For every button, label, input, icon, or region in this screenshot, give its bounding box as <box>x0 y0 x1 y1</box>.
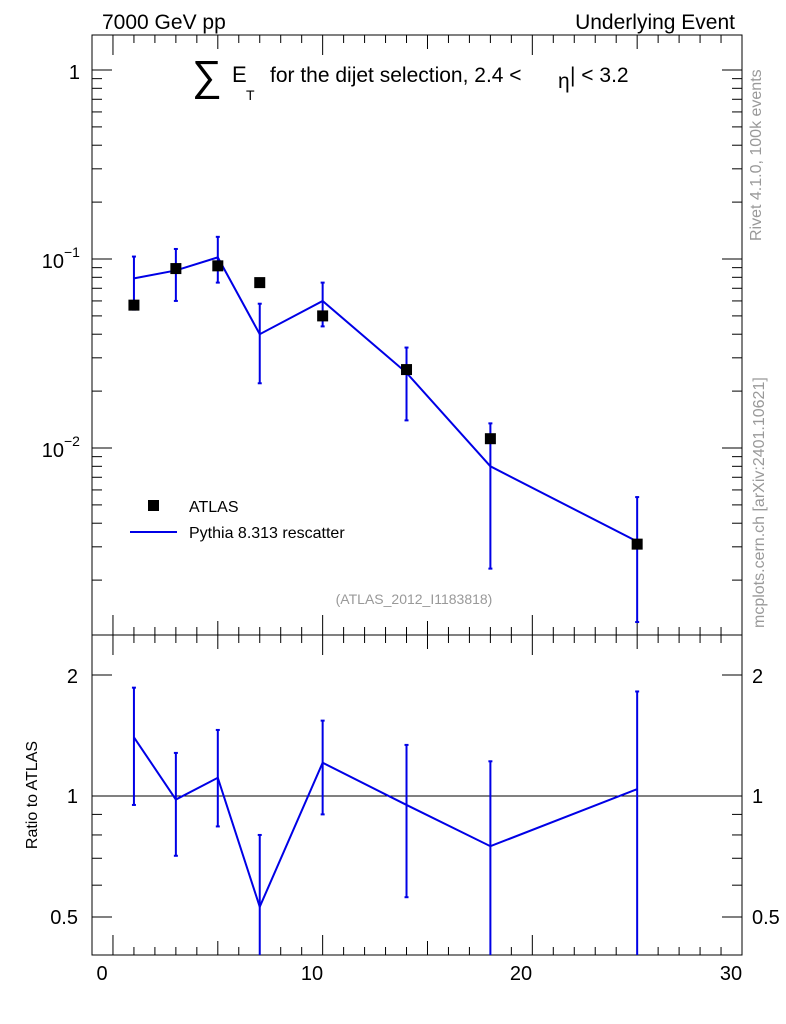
atlas-data-point <box>128 299 140 311</box>
title-e-symbol: E <box>232 62 247 87</box>
x-tick-label-0: 0 <box>96 963 107 985</box>
ratio-mc-line <box>133 736 638 910</box>
title-subscript: T <box>246 87 255 103</box>
plot-title: ∑ E T for the dijet selection, 2.4 < η |… <box>192 52 629 103</box>
ratio-tick-label-1: 1 <box>67 786 78 808</box>
title-eta-symbol: η <box>558 70 570 93</box>
main-plot-frame <box>91 34 743 636</box>
header-right-label: Underlying Event <box>575 11 735 34</box>
title-sum-symbol: ∑ <box>192 52 222 99</box>
mc-line <box>133 256 638 543</box>
atlas-series-main <box>128 260 643 550</box>
ratio-tick-label-2-right: 2 <box>752 666 763 688</box>
x-tick-label-30: 30 <box>720 963 742 985</box>
x-tick-label-20: 20 <box>510 963 532 985</box>
ratio-tick-label-2: 2 <box>67 666 78 688</box>
atlas-data-point <box>170 263 182 275</box>
ratio-y-tick-labels-left: 2 1 0.5 <box>50 666 78 929</box>
y-tick-label-0.01-exp: −2 <box>64 433 80 449</box>
legend: ATLAS Pythia 8.313 rescatter <box>130 499 345 542</box>
x-tick-labels: 0 10 20 30 <box>96 963 742 985</box>
x-tick-label-10: 10 <box>301 963 323 985</box>
rivet-version-label: Rivet 4.1.0, 100k events <box>748 69 765 241</box>
title-end-text: | < 3.2 <box>570 64 629 87</box>
y-tick-label-0.1-exp: −1 <box>64 244 80 260</box>
atlas-data-point <box>401 364 413 376</box>
main-y-axis-ticks <box>92 69 742 581</box>
y-tick-label-0.01: 10 <box>42 440 64 462</box>
legend-mc-label: Pythia 8.313 rescatter <box>189 525 345 542</box>
mc-series-ratio <box>131 686 640 955</box>
main-y-tick-labels: 1 10 −1 10 −2 <box>42 62 80 462</box>
y-tick-label-0.1: 10 <box>42 251 64 273</box>
header-left-label: 7000 GeV pp <box>102 11 226 34</box>
y-tick-label-1: 1 <box>69 62 80 84</box>
mcplots-label: mcplots.cern.ch [arXiv:2401.10621] <box>751 377 768 628</box>
atlas-data-point <box>484 433 496 445</box>
ratio-y-axis-label: Ratio to ATLAS <box>24 741 41 849</box>
title-text: for the dijet selection, 2.4 < <box>270 64 522 87</box>
ratio-tick-label-0.5-right: 0.5 <box>752 907 780 929</box>
x-axis-ticks <box>91 35 743 955</box>
ratio-tick-label-0.5: 0.5 <box>50 907 78 929</box>
atlas-data-point <box>254 277 266 289</box>
atlas-data-point <box>317 310 329 322</box>
ratio-y-tick-labels-right: 2 1 0.5 <box>752 666 780 929</box>
analysis-watermark: (ATLAS_2012_I1183818) <box>336 591 493 607</box>
mc-series-main <box>131 235 640 624</box>
atlas-data-point <box>631 538 643 550</box>
ratio-tick-label-1-right: 1 <box>752 786 763 808</box>
ratio-plot-frame <box>91 634 743 956</box>
legend-atlas-label: ATLAS <box>189 499 239 516</box>
legend-atlas-marker <box>148 500 159 511</box>
atlas-data-point <box>212 260 224 272</box>
